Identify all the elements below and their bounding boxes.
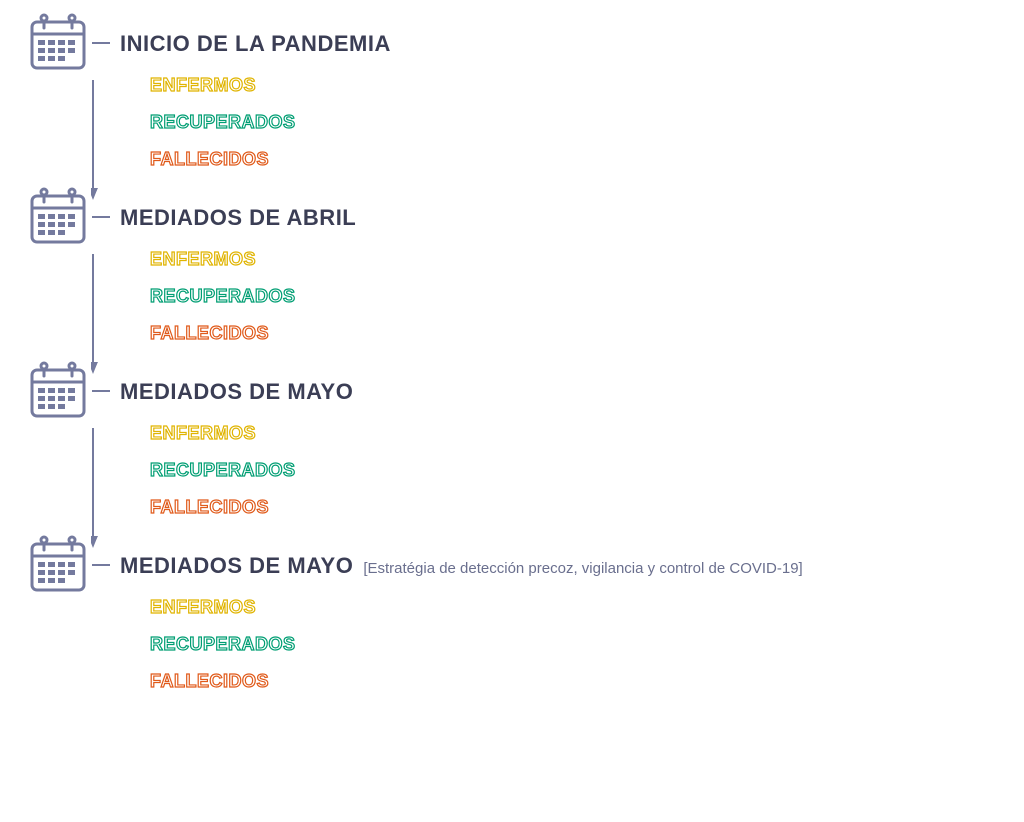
category-recuperados: RECUPERADOS <box>150 632 1024 657</box>
category-list: ENFERMOS RECUPERADOS FALLECIDOS <box>120 247 1024 347</box>
tick-connector <box>92 42 110 44</box>
category-list: ENFERMOS RECUPERADOS FALLECIDOS <box>120 595 1024 695</box>
category-fallecidos: FALLECIDOS <box>150 321 1024 346</box>
period-title: MEDIADOS DE MAYO <box>120 552 353 581</box>
category-recuperados: RECUPERADOS <box>150 458 1024 483</box>
category-enfermos: ENFERMOS <box>150 595 1024 620</box>
category-recuperados: RECUPERADOS <box>150 110 1024 135</box>
period-content: MEDIADOS DE MAYO ENFERMOS RECUPERADOS FALLE… <box>108 358 1024 532</box>
category-enfermos: ENFERMOS <box>150 247 1024 272</box>
category-list: ENFERMOS RECUPERADOS FALLECIDOS <box>120 421 1024 521</box>
period-content: INICIO DE LA PANDEMIA ENFERMOS RECUPERADOS… <box>108 10 1024 184</box>
period-title: MEDIADOS DE ABRIL <box>120 204 356 233</box>
category-enfermos: ENFERMOS <box>150 73 1024 98</box>
timeline-period: MEDIADOS DE MAYO [Estratégia de detección… <box>8 532 1024 706</box>
category-fallecidos: FALLECIDOS <box>150 495 1024 520</box>
category-fallecidos: FALLECIDOS <box>150 669 1024 694</box>
timeline-container: INICIO DE LA PANDEMIA ENFERMOS RECUPERADOS… <box>0 0 1024 707</box>
timeline-period: MEDIADOS DE MAYO ENFERMOS RECUPERADOS FALLE… <box>8 358 1024 532</box>
category-enfermos: ENFERMOS <box>150 421 1024 446</box>
timeline-period: INICIO DE LA PANDEMIA ENFERMOS RECUPERADOS… <box>8 10 1024 184</box>
category-recuperados: RECUPERADOS <box>150 284 1024 309</box>
period-content: MEDIADOS DE MAYO [Estratégia de detección… <box>108 532 1024 706</box>
tick-connector <box>92 564 110 566</box>
category-fallecidos: FALLECIDOS <box>150 147 1024 172</box>
period-title: MEDIADOS DE MAYO <box>120 378 353 407</box>
period-content: MEDIADOS DE ABRIL ENFERMOS RECUPERADOS FALL… <box>108 184 1024 358</box>
tick-connector <box>92 216 110 218</box>
category-list: ENFERMOS RECUPERADOS FALLECIDOS <box>120 73 1024 173</box>
timeline-period: MEDIADOS DE ABRIL ENFERMOS RECUPERADOS FALL… <box>8 184 1024 358</box>
period-title: INICIO DE LA PANDEMIA <box>120 30 391 59</box>
period-subtitle: [Estratégia de detección precoz, vigilan… <box>363 560 802 577</box>
tick-connector <box>92 390 110 392</box>
